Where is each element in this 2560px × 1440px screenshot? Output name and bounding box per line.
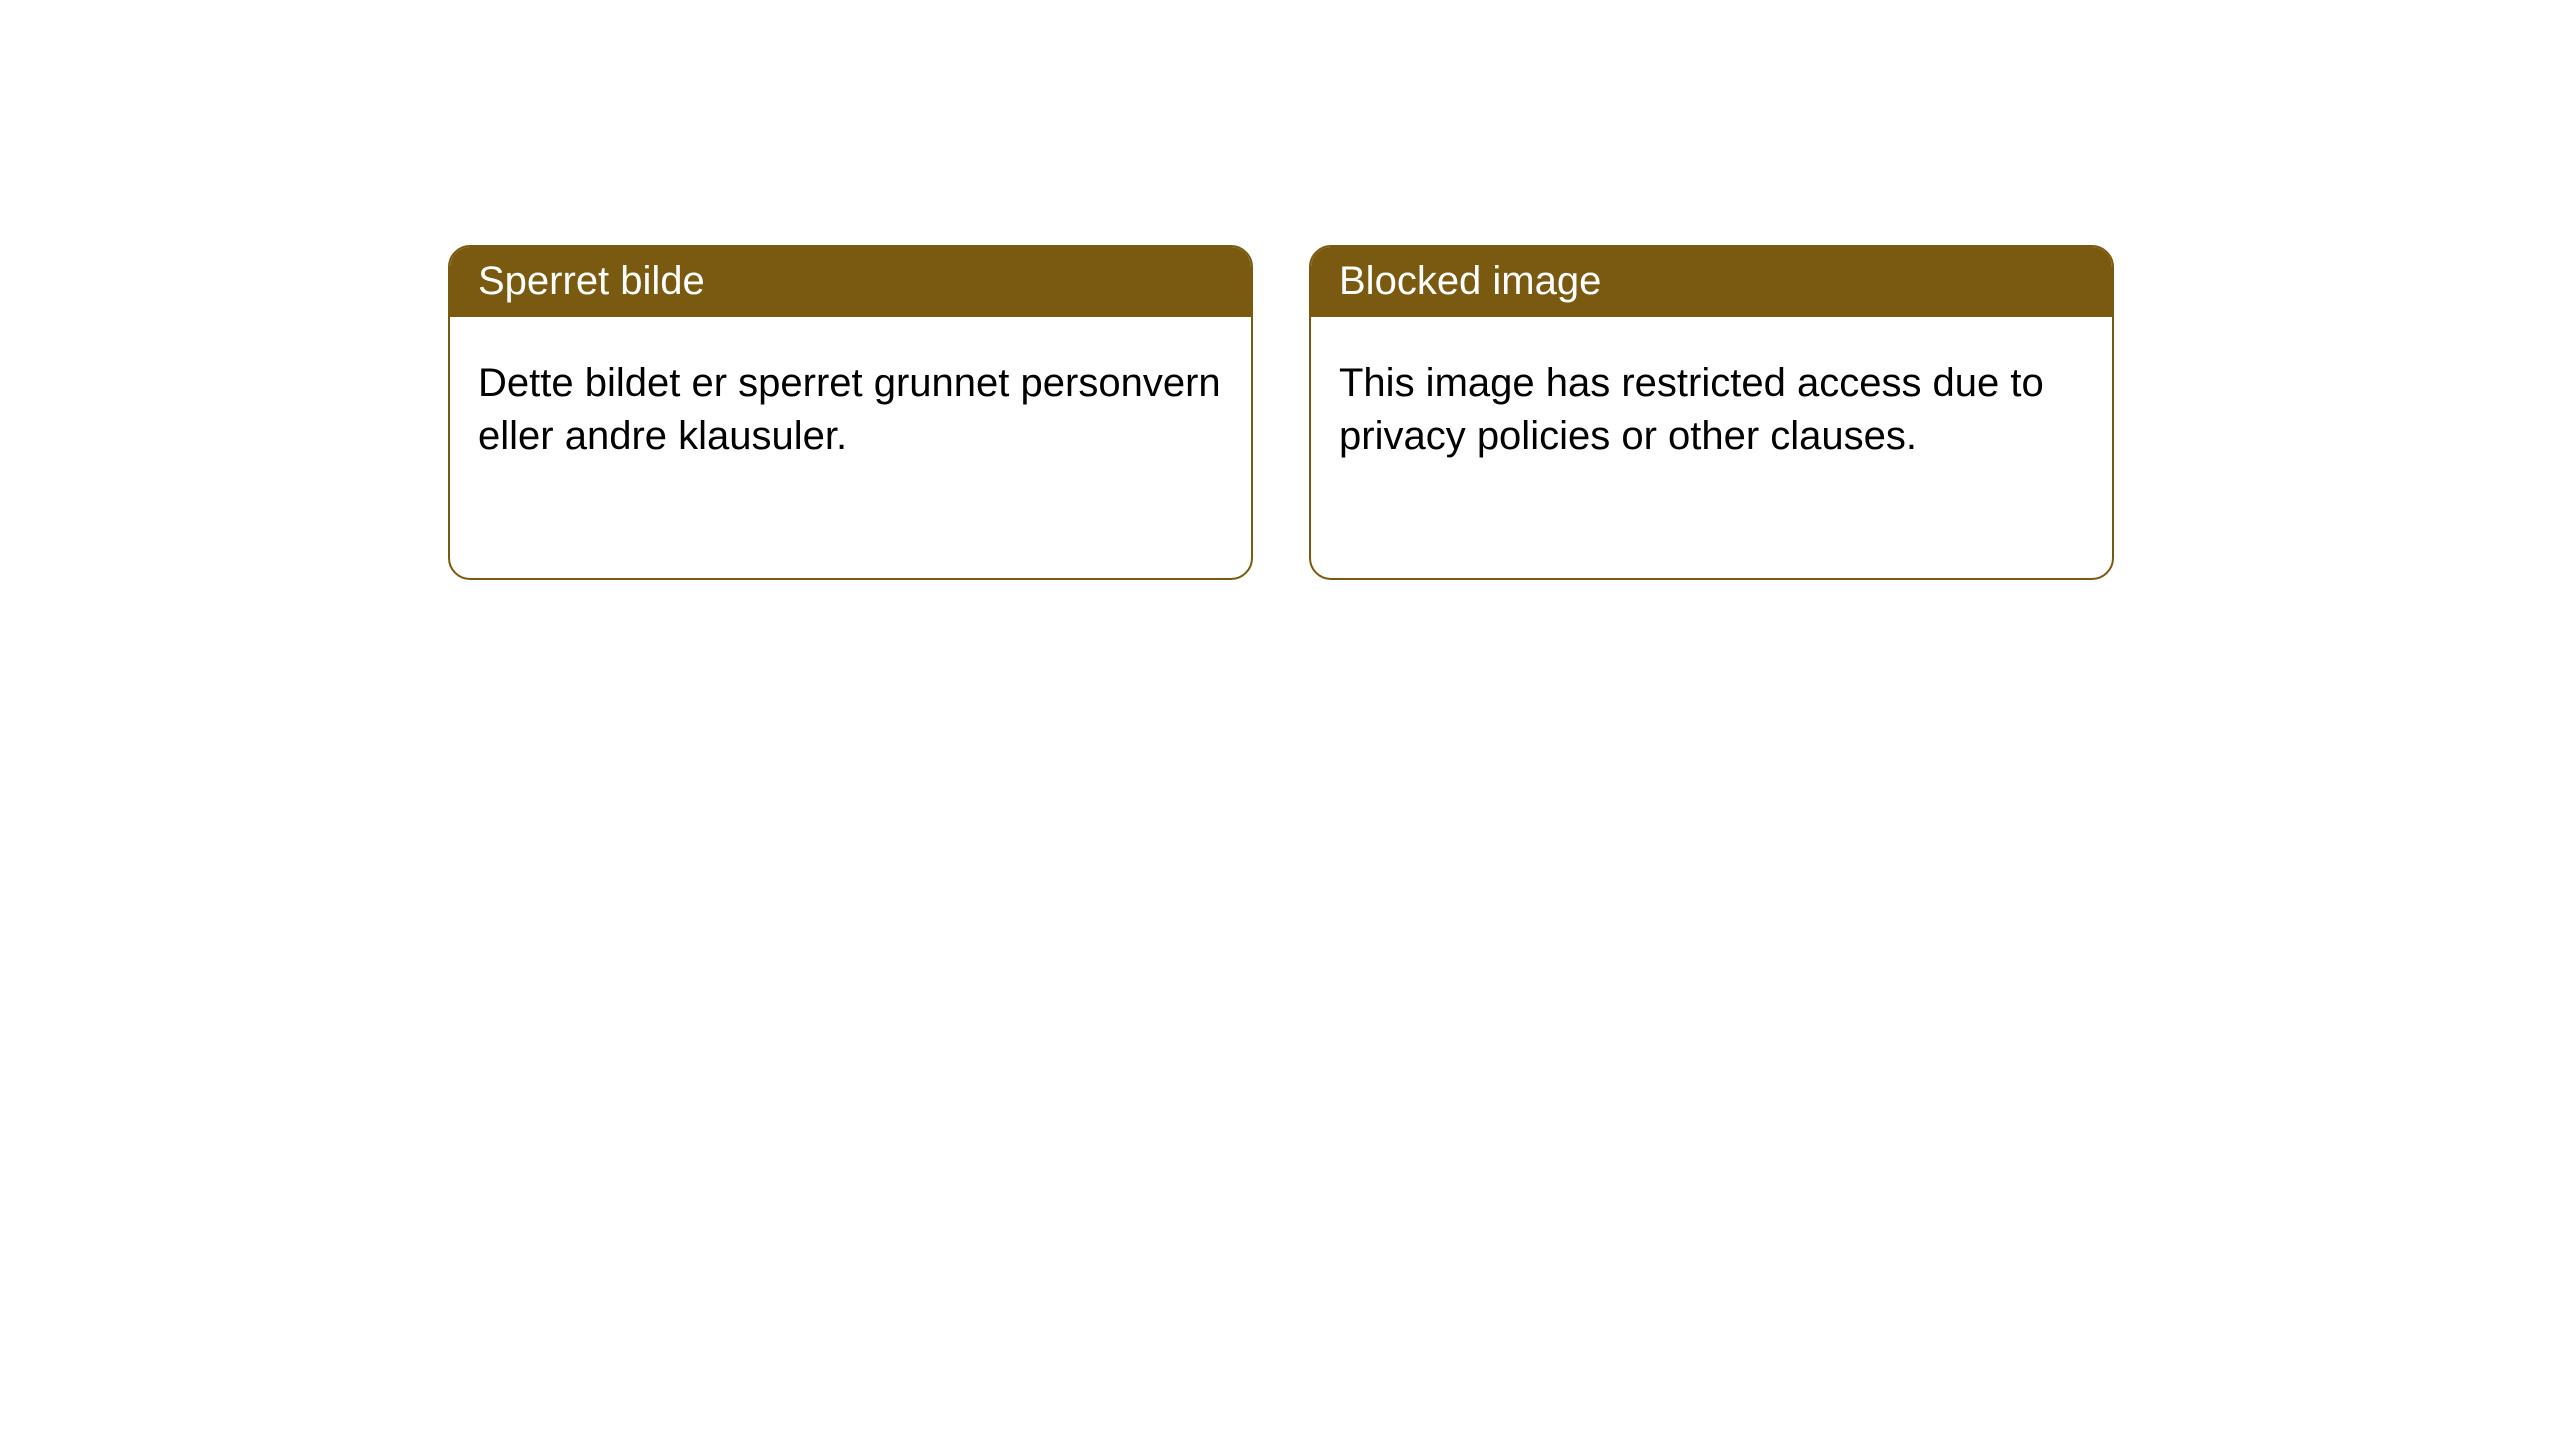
notice-card-english: Blocked image This image has restricted … xyxy=(1309,245,2114,580)
notice-card-norwegian: Sperret bilde Dette bildet er sperret gr… xyxy=(448,245,1253,580)
notice-card-title: Blocked image xyxy=(1311,247,2112,317)
notice-container: Sperret bilde Dette bildet er sperret gr… xyxy=(0,0,2560,580)
notice-card-body: Dette bildet er sperret grunnet personve… xyxy=(450,317,1251,491)
notice-card-title: Sperret bilde xyxy=(450,247,1251,317)
notice-card-body: This image has restricted access due to … xyxy=(1311,317,2112,491)
